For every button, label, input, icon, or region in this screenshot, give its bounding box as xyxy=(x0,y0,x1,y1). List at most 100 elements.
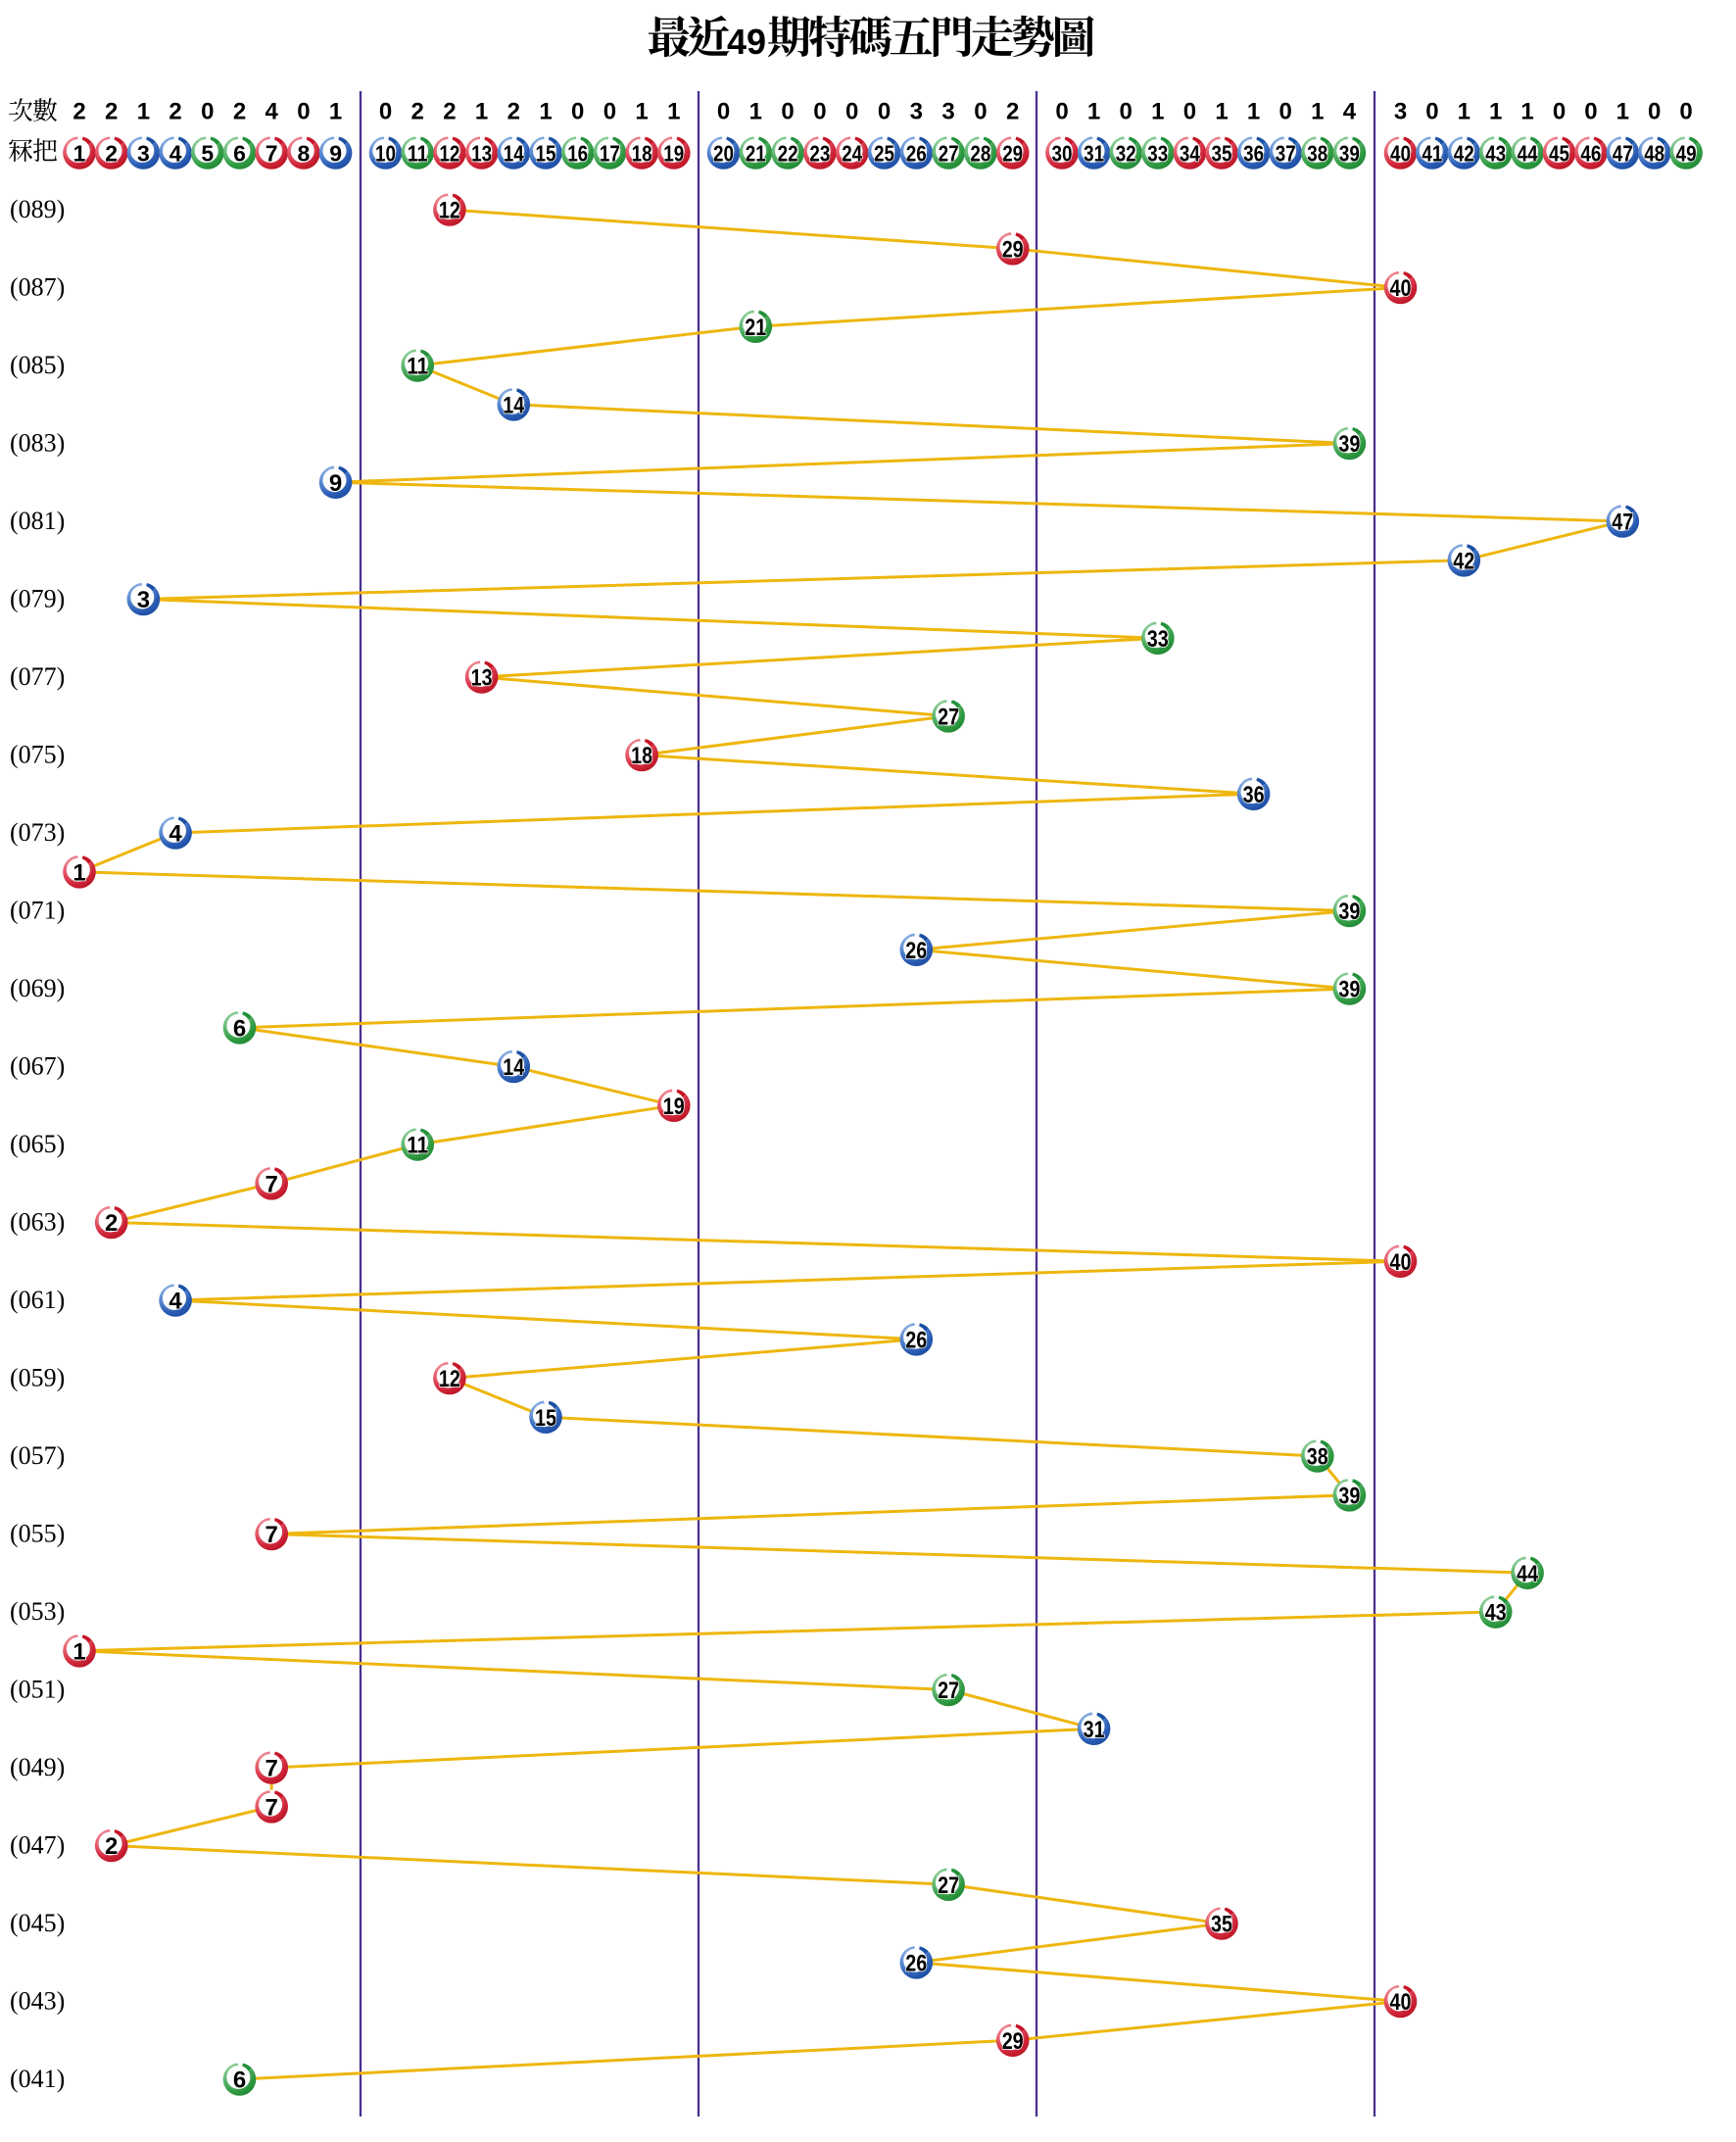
svg-text:(043): (043) xyxy=(10,1986,65,2015)
svg-text:0: 0 xyxy=(201,99,214,125)
svg-text:0: 0 xyxy=(813,99,826,125)
svg-text:2: 2 xyxy=(443,99,456,125)
svg-text:1: 1 xyxy=(475,99,488,125)
svg-text:4: 4 xyxy=(169,821,182,848)
svg-text:(081): (081) xyxy=(10,507,65,535)
svg-text:1: 1 xyxy=(539,99,552,125)
svg-text:2: 2 xyxy=(105,140,118,166)
svg-text:0: 0 xyxy=(1279,99,1292,125)
svg-text:2: 2 xyxy=(105,1833,118,1860)
svg-text:0: 0 xyxy=(1425,99,1438,125)
svg-text:(071): (071) xyxy=(10,896,65,924)
svg-text:11: 11 xyxy=(407,1133,428,1159)
svg-text:(067): (067) xyxy=(10,1051,65,1080)
svg-text:1: 1 xyxy=(137,99,150,125)
svg-text:7: 7 xyxy=(265,1171,278,1197)
svg-text:(087): (087) xyxy=(10,272,65,301)
svg-text:(085): (085) xyxy=(10,351,65,379)
svg-text:4: 4 xyxy=(169,1289,182,1315)
svg-text:6: 6 xyxy=(233,2068,246,2094)
svg-text:26: 26 xyxy=(905,1950,927,1976)
svg-text:35: 35 xyxy=(1211,1912,1232,1938)
svg-text:0: 0 xyxy=(1679,99,1692,125)
svg-text:23: 23 xyxy=(809,140,830,166)
svg-text:(063): (063) xyxy=(10,1207,65,1236)
svg-text:4: 4 xyxy=(169,140,182,166)
svg-text:27: 27 xyxy=(939,140,959,166)
svg-text:9: 9 xyxy=(329,140,342,166)
svg-text:37: 37 xyxy=(1276,140,1296,166)
svg-text:0: 0 xyxy=(781,99,794,125)
svg-text:42: 42 xyxy=(1454,140,1474,166)
svg-text:13: 13 xyxy=(471,665,493,692)
svg-text:0: 0 xyxy=(603,99,616,125)
svg-text:3: 3 xyxy=(941,99,954,125)
svg-text:2: 2 xyxy=(105,1210,118,1237)
svg-text:35: 35 xyxy=(1212,140,1232,166)
svg-text:(045): (045) xyxy=(10,1909,65,1937)
svg-text:29: 29 xyxy=(1002,236,1024,263)
svg-text:18: 18 xyxy=(631,743,652,769)
svg-text:0: 0 xyxy=(717,99,730,125)
svg-text:1: 1 xyxy=(1616,99,1629,125)
svg-text:7: 7 xyxy=(265,1522,278,1548)
svg-text:8: 8 xyxy=(298,140,311,166)
svg-text:43: 43 xyxy=(1485,1600,1507,1627)
svg-text:26: 26 xyxy=(905,1327,927,1353)
svg-text:(079): (079) xyxy=(10,584,65,612)
svg-text:26: 26 xyxy=(905,938,927,964)
svg-text:(061): (061) xyxy=(10,1286,65,1314)
svg-text:(051): (051) xyxy=(10,1675,65,1703)
svg-text:(059): (059) xyxy=(10,1363,65,1391)
svg-text:38: 38 xyxy=(1307,140,1327,166)
svg-text:7: 7 xyxy=(265,1794,278,1821)
svg-text:39: 39 xyxy=(1338,1483,1360,1509)
svg-text:(069): (069) xyxy=(10,974,65,1002)
svg-text:14: 14 xyxy=(503,1054,525,1081)
svg-text:12: 12 xyxy=(439,198,460,224)
svg-text:36: 36 xyxy=(1243,782,1265,808)
svg-text:29: 29 xyxy=(1002,2028,1024,2055)
svg-text:39: 39 xyxy=(1338,431,1360,458)
svg-text:28: 28 xyxy=(970,140,990,166)
svg-text:0: 0 xyxy=(1120,99,1133,125)
svg-text:0: 0 xyxy=(1648,99,1661,125)
svg-text:2: 2 xyxy=(105,99,118,125)
svg-text:21: 21 xyxy=(746,140,766,166)
svg-text:47: 47 xyxy=(1612,510,1633,536)
svg-text:(055): (055) xyxy=(10,1519,65,1547)
svg-text:40: 40 xyxy=(1390,275,1412,302)
svg-text:1: 1 xyxy=(635,99,648,125)
svg-text:2: 2 xyxy=(411,99,424,125)
svg-text:0: 0 xyxy=(878,99,891,125)
svg-text:0: 0 xyxy=(297,99,310,125)
svg-text:1: 1 xyxy=(72,1638,85,1665)
svg-text:(077): (077) xyxy=(10,662,65,691)
svg-text:6: 6 xyxy=(233,140,246,166)
svg-text:9: 9 xyxy=(329,470,342,497)
svg-text:7: 7 xyxy=(265,1756,278,1782)
svg-text:41: 41 xyxy=(1422,140,1442,166)
svg-text:1: 1 xyxy=(749,99,762,125)
svg-text:34: 34 xyxy=(1180,140,1200,166)
svg-text:22: 22 xyxy=(778,140,798,166)
svg-text:27: 27 xyxy=(938,704,959,730)
svg-text:1: 1 xyxy=(667,99,680,125)
svg-text:3: 3 xyxy=(137,587,150,613)
svg-text:1: 1 xyxy=(1215,99,1228,125)
svg-text:1: 1 xyxy=(72,859,85,886)
svg-text:11: 11 xyxy=(407,354,428,380)
svg-text:31: 31 xyxy=(1084,140,1104,166)
svg-text:30: 30 xyxy=(1052,140,1073,166)
svg-text:1: 1 xyxy=(1458,99,1471,125)
svg-text:13: 13 xyxy=(471,140,492,166)
svg-text:(075): (075) xyxy=(10,740,65,768)
svg-text:48: 48 xyxy=(1644,140,1664,166)
svg-text:21: 21 xyxy=(745,315,766,341)
svg-text:32: 32 xyxy=(1116,140,1136,166)
svg-text:(041): (041) xyxy=(10,2065,65,2093)
svg-text:12: 12 xyxy=(439,140,459,166)
svg-text:15: 15 xyxy=(535,1405,556,1432)
svg-text:1: 1 xyxy=(1311,99,1324,125)
svg-text:7: 7 xyxy=(265,140,278,166)
